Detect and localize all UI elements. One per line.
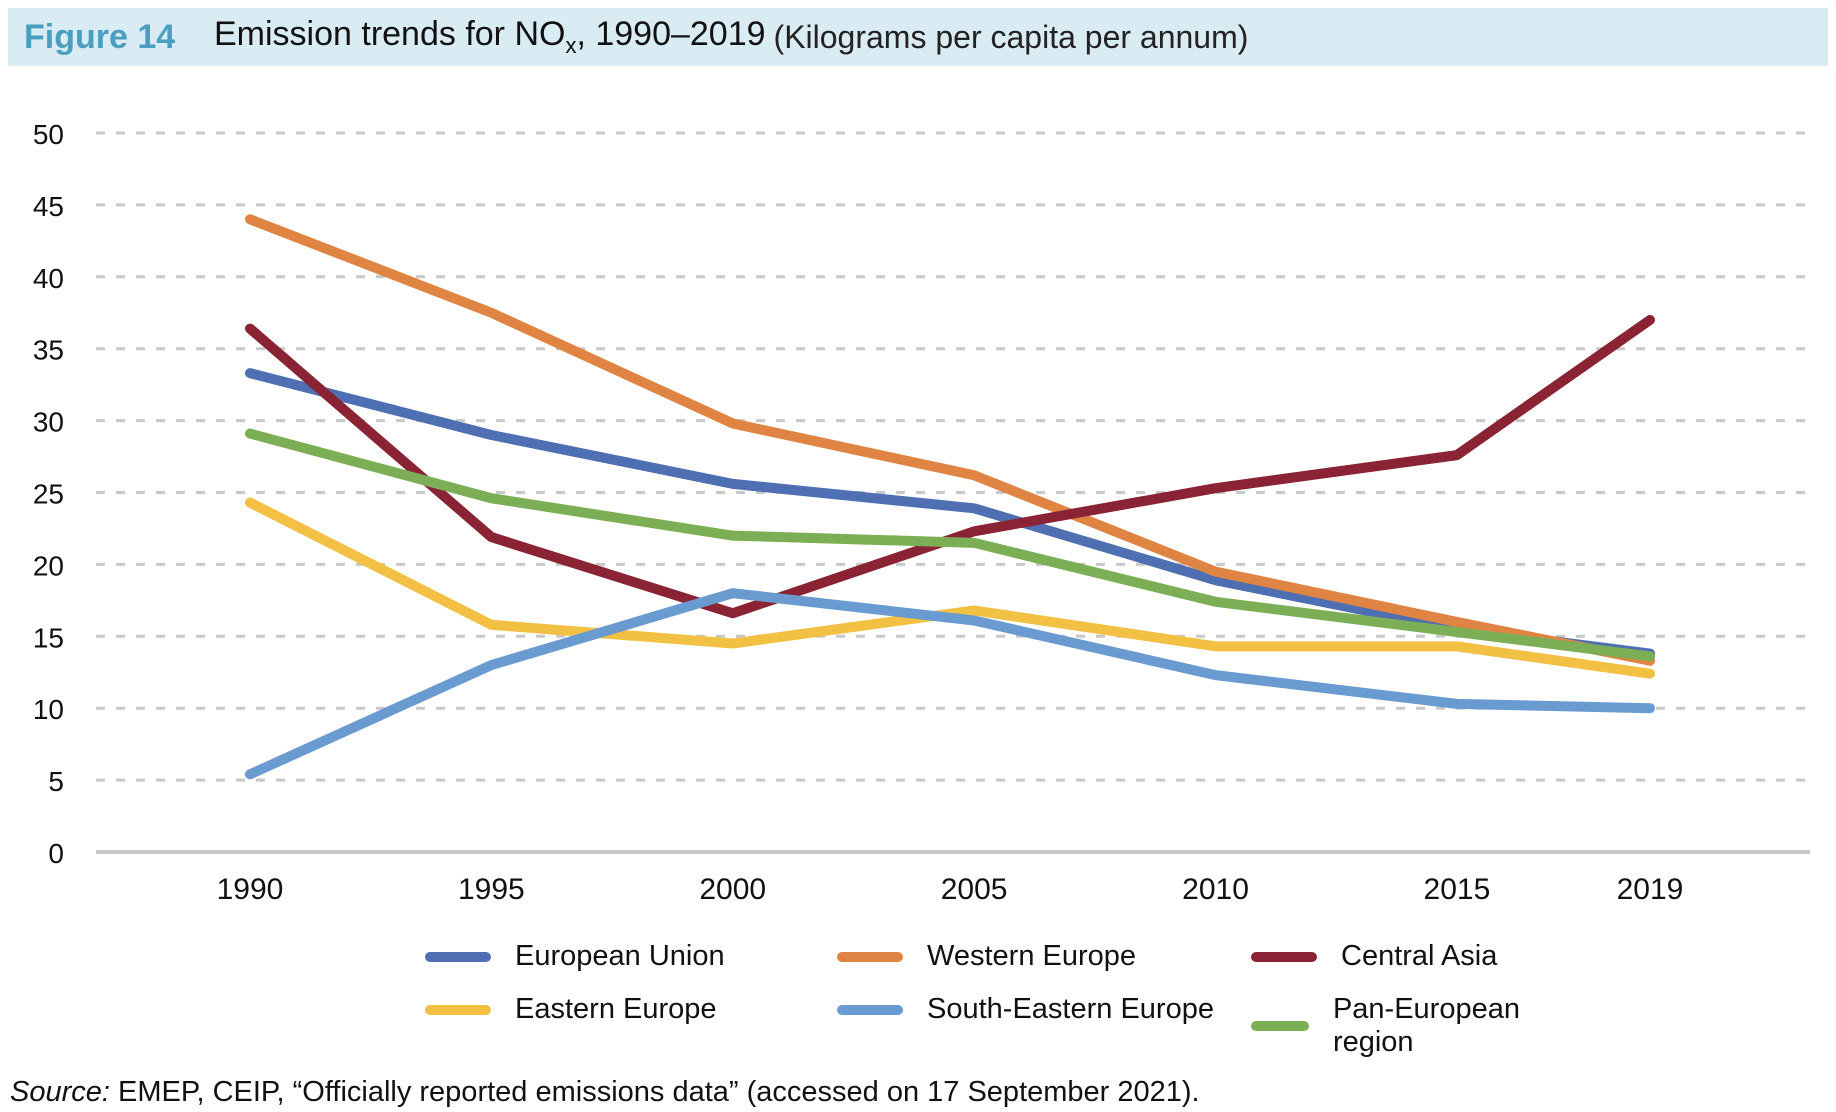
x-tick-label: 2005 xyxy=(941,873,1008,906)
figure-title-bar: Figure 14 Emission trends for NOx, 1990–… xyxy=(8,8,1828,66)
y-tick-label: 10 xyxy=(33,694,64,725)
legend-label: Eastern Europe xyxy=(515,993,717,1025)
x-tick-label: 1995 xyxy=(458,873,525,906)
title-subscript: x xyxy=(565,32,577,58)
source-text: EMEP, CEIP, “Officially reported emissio… xyxy=(109,1076,1200,1108)
series-line-eastern-europe xyxy=(245,497,1655,679)
legend-swatch xyxy=(425,951,491,962)
legend-item: European Union xyxy=(425,940,725,973)
legend-label: Western Europe xyxy=(927,940,1137,972)
y-tick-label: 30 xyxy=(33,407,64,438)
series-line-south-eastern-europe xyxy=(245,588,1655,780)
legend-item: Western Europe xyxy=(837,940,1136,973)
y-tick-label: 45 xyxy=(33,191,64,222)
figure-title: Emission trends for NOx, 1990–2019 xyxy=(214,15,766,59)
legend-label: European Union xyxy=(515,940,725,972)
y-axis-ticks: 0 5 10 15 20 25 30 35 40 45 50 xyxy=(33,119,64,869)
legend-item: South-Eastern Europe xyxy=(837,993,1214,1026)
legend-swatch xyxy=(1251,951,1317,962)
legend-item: Central Asia xyxy=(1251,940,1497,973)
x-axis-ticks: 1990 1995 2000 2005 2010 2015 2019 xyxy=(217,873,1684,906)
x-tick-label: 2000 xyxy=(699,873,766,906)
legend-swatch xyxy=(1251,1021,1309,1031)
y-tick-label: 40 xyxy=(33,263,64,294)
series-line-central-asia xyxy=(245,314,1655,619)
y-tick-label: 0 xyxy=(48,838,64,869)
legend-item: Eastern Europe xyxy=(425,993,717,1026)
figure-unit: (Kilograms per capita per annum) xyxy=(773,18,1249,55)
legend-swatch xyxy=(837,1004,903,1015)
y-tick-label: 15 xyxy=(33,622,64,653)
legend-label: Central Asia xyxy=(1341,940,1498,972)
x-tick-label: 2015 xyxy=(1424,873,1491,906)
y-tick-label: 20 xyxy=(33,550,64,581)
series-line-pan-european-region xyxy=(245,428,1655,662)
title-prefix: Emission trends for NO xyxy=(214,15,566,54)
legend-label: Pan-European region xyxy=(1332,993,1520,1058)
x-tick-label: 1990 xyxy=(217,873,284,906)
y-tick-label: 25 xyxy=(33,479,64,510)
series-line-western-europe xyxy=(245,214,1655,666)
x-tick-label: 2010 xyxy=(1182,873,1249,906)
y-tick-label: 50 xyxy=(33,119,64,150)
y-tick-label: 5 xyxy=(48,766,64,797)
legend-swatch xyxy=(425,1004,491,1015)
legend-label: South-Eastern Europe xyxy=(927,993,1214,1025)
y-tick-label: 35 xyxy=(33,335,64,366)
legend-swatch xyxy=(837,951,903,962)
source-label: Source: xyxy=(10,1076,110,1108)
title-suffix: , 1990–2019 xyxy=(576,15,766,54)
series-lines xyxy=(245,214,1655,780)
figure-number: Figure 14 xyxy=(24,17,176,56)
source-note: Source: EMEP, CEIP, “Officially reported… xyxy=(10,1076,1200,1109)
legend-item: Pan-European region xyxy=(1251,993,1575,1059)
x-tick-label: 2019 xyxy=(1617,873,1684,906)
line-chart: 0 5 10 15 20 25 30 35 40 45 50 1990 1995 2000 2005 201… xyxy=(33,119,1810,906)
